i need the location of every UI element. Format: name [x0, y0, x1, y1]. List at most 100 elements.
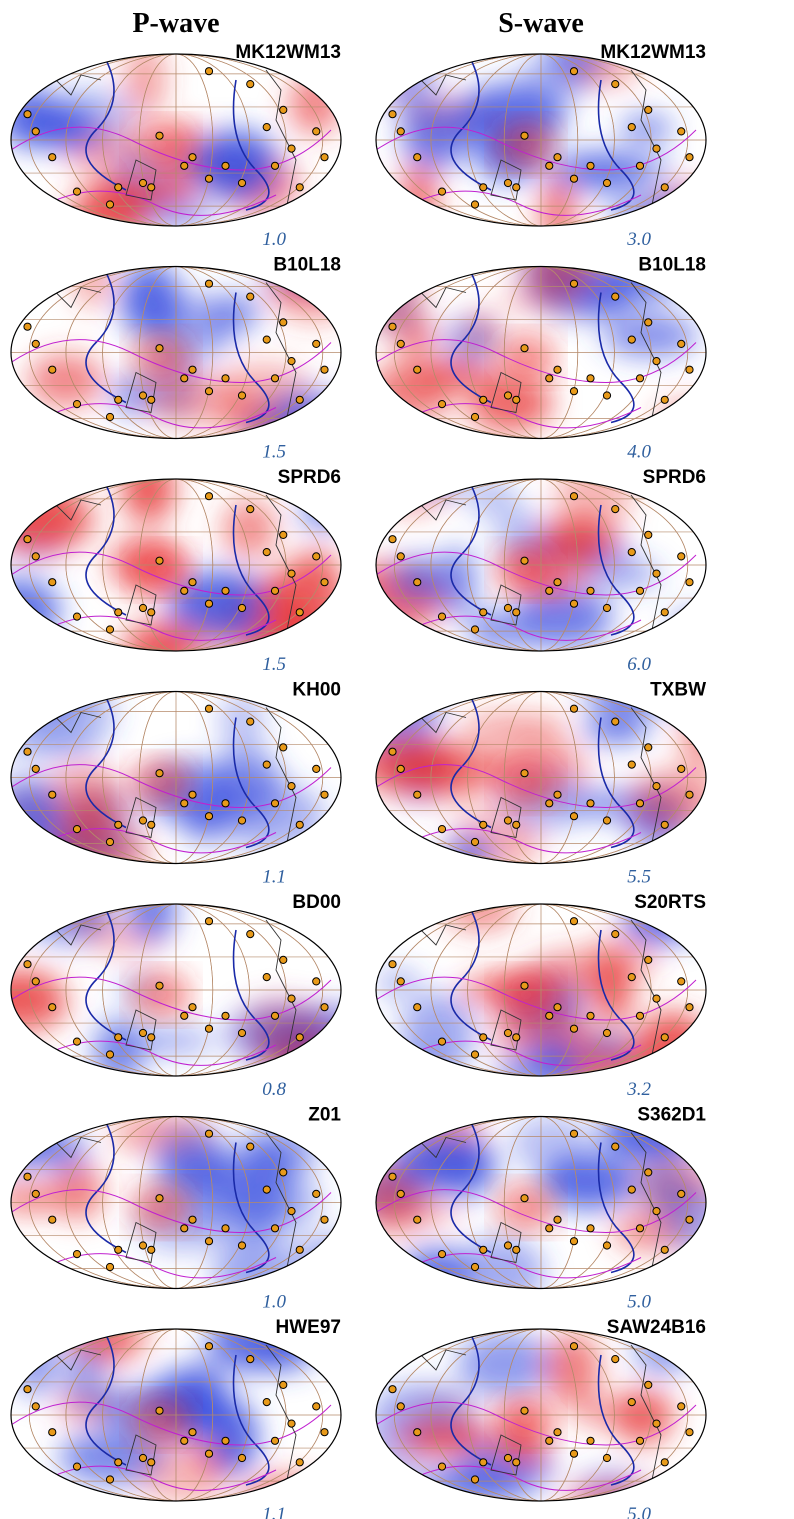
anomaly: [672, 611, 712, 649]
hotspot: [504, 1454, 511, 1461]
hotspot: [645, 1169, 652, 1176]
hotspot: [271, 375, 278, 382]
anomaly: [511, 1115, 592, 1172]
model-name: Z01: [308, 1105, 341, 1126]
hotspot: [313, 553, 320, 560]
hotspot: [115, 1246, 122, 1253]
hotspot: [513, 1459, 520, 1466]
hotspot: [189, 1004, 196, 1011]
hotspot: [181, 1012, 188, 1019]
anomaly: [620, 115, 672, 142]
hotspot: [181, 162, 188, 169]
hotspot: [321, 1429, 328, 1436]
hotspot: [661, 1459, 668, 1466]
anomaly: [210, 1401, 258, 1473]
map-field: [0, 1100, 379, 1307]
scale-label: 5.0: [627, 1504, 651, 1519]
hotspot: [546, 587, 553, 594]
hotspot: [247, 81, 254, 88]
hotspot: [156, 132, 163, 139]
hotspot: [24, 961, 31, 968]
hotspot: [296, 1034, 303, 1041]
map-field: [0, 457, 348, 680]
hotspot: [280, 106, 287, 113]
hotspot: [686, 366, 693, 373]
hotspot: [471, 1476, 478, 1483]
anomaly: [630, 770, 720, 829]
hotspot: [389, 748, 396, 755]
hotspot: [189, 791, 196, 798]
hotspot: [189, 579, 196, 586]
hotspot: [480, 821, 487, 828]
hotspot: [263, 1186, 270, 1193]
hotspot: [247, 293, 254, 300]
hotspot: [288, 145, 295, 152]
model-name: MK12WM13: [235, 42, 341, 63]
anomaly: [419, 1467, 528, 1502]
hotspot: [313, 978, 320, 985]
hotspot: [263, 124, 270, 131]
hotspot: [653, 995, 660, 1002]
hotspot: [296, 1459, 303, 1466]
hotspot: [471, 1263, 478, 1270]
model-name: TXBW: [650, 680, 706, 701]
hotspot: [661, 184, 668, 191]
model-name: B10L18: [273, 255, 341, 276]
hotspot: [271, 1225, 278, 1232]
hotspot: [678, 128, 685, 135]
hotspot: [389, 536, 396, 543]
hotspot: [247, 506, 254, 513]
hotspot: [263, 761, 270, 768]
anomaly: [289, 73, 341, 135]
hotspot: [570, 918, 577, 925]
hotspot: [636, 1012, 643, 1019]
hotspot: [570, 705, 577, 712]
hotspot: [612, 293, 619, 300]
hotspot: [205, 813, 212, 820]
anomaly: [117, 622, 227, 665]
hotspot: [653, 783, 660, 790]
hotspot: [73, 188, 80, 195]
hotspot: [570, 1025, 577, 1032]
hotspot: [504, 392, 511, 399]
hotspot: [397, 553, 404, 560]
model-name: S20RTS: [634, 892, 706, 913]
column-header: P-wave: [132, 8, 219, 39]
hotspot: [628, 1186, 635, 1193]
hotspot: [480, 184, 487, 191]
hotspot: [587, 1437, 594, 1444]
scale-label: 5.0: [627, 1292, 651, 1313]
scale-label: 3.2: [626, 1079, 651, 1100]
anomaly: [220, 693, 265, 750]
hotspot: [238, 817, 245, 824]
hotspot: [247, 931, 254, 938]
hotspot: [546, 800, 553, 807]
hotspot: [205, 280, 212, 287]
hotspot: [554, 791, 561, 798]
hotspot: [587, 800, 594, 807]
hotspot: [106, 838, 113, 845]
hotspot: [653, 570, 660, 577]
map-field: [0, 676, 341, 890]
hotspot: [397, 978, 404, 985]
hotspot: [570, 600, 577, 607]
hotspot: [513, 821, 520, 828]
hotspot: [181, 1437, 188, 1444]
hotspot: [181, 375, 188, 382]
hotspot: [288, 570, 295, 577]
scale-label: 0.8: [262, 1079, 286, 1100]
hotspot: [106, 413, 113, 420]
hotspot: [480, 1459, 487, 1466]
anomaly: [355, 61, 398, 88]
hotspot: [32, 978, 39, 985]
hotspot: [686, 1429, 693, 1436]
hotspot: [49, 791, 56, 798]
hotspot: [521, 1407, 528, 1414]
hotspot: [389, 111, 396, 118]
anomaly: [502, 284, 578, 313]
map-panel: S20RTS 3.2: [376, 888, 711, 1100]
hotspot: [148, 184, 155, 191]
model-name: SPRD6: [643, 467, 706, 488]
scale-label: 4.0: [627, 442, 651, 463]
